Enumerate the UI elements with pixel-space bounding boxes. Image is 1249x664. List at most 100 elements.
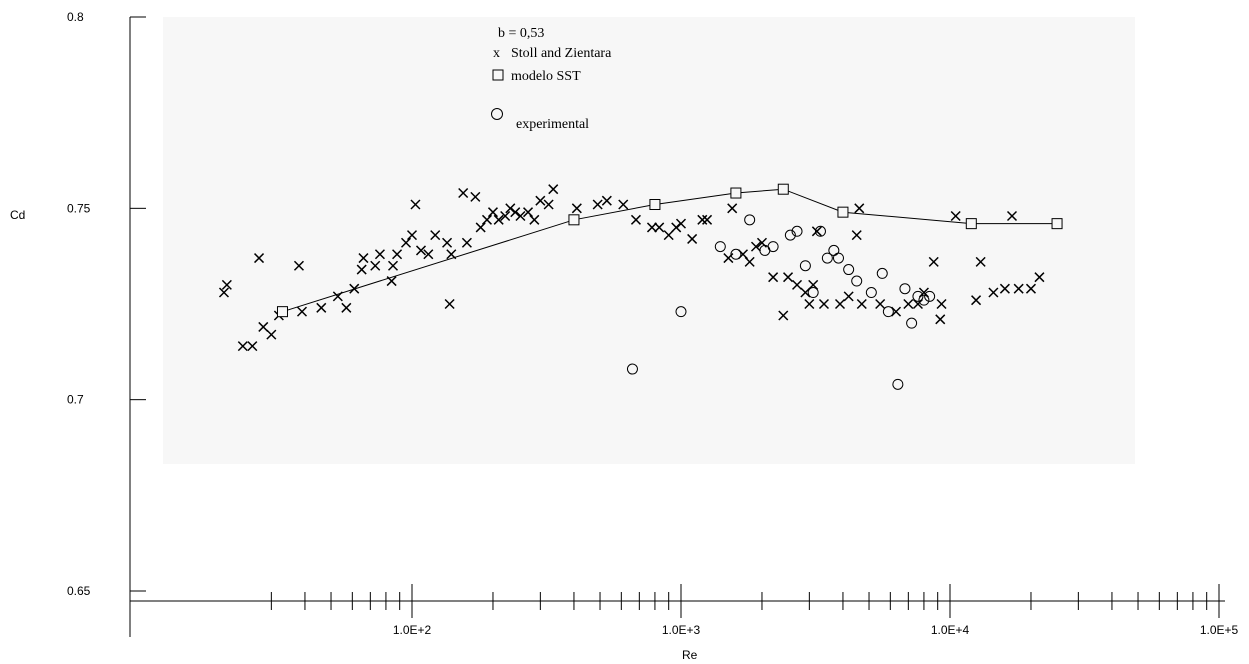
stoll-point-stroke [750, 241, 762, 252]
stoll-point [818, 298, 829, 310]
y-tick-label: 0.7 [67, 393, 84, 407]
stoll-point-stroke [487, 207, 499, 218]
experimental-point [865, 287, 877, 299]
stoll-point [618, 199, 629, 210]
stoll-point [386, 276, 397, 287]
stoll-point [332, 291, 343, 302]
stoll-point-stroke [783, 272, 794, 283]
stoll-point [470, 191, 481, 202]
stoll-point [928, 256, 939, 267]
stoll-point-stroke [400, 237, 412, 248]
y-tick-label: 0.75 [67, 201, 91, 215]
stoll-point-stroke [535, 195, 546, 206]
stoll-point-stroke [950, 210, 961, 222]
stoll-point-stroke [875, 298, 886, 310]
stoll-point [316, 302, 327, 313]
stoll-point-stroke [618, 199, 629, 210]
stoll-point-stroke [646, 222, 658, 233]
stoll-point [266, 329, 277, 340]
sst-point [730, 187, 742, 199]
stoll-point [400, 237, 412, 248]
stoll-point [675, 218, 687, 229]
stoll-point-stroke [515, 210, 526, 222]
stoll-point-stroke [928, 256, 939, 267]
y-tick-label: 0.65 [67, 584, 91, 598]
stoll-point [529, 214, 540, 225]
stoll-point [510, 207, 521, 218]
stoll-point-stroke [356, 264, 367, 275]
stoll-point [296, 306, 308, 317]
stoll-point [221, 279, 232, 290]
sst-point [965, 218, 977, 230]
stoll-point-stroke [316, 302, 327, 313]
stoll-point-stroke [851, 230, 862, 241]
stoll-point-stroke [854, 203, 865, 214]
x-tick-label: 1.0E+2 [393, 623, 432, 637]
stoll-point-stroke [481, 214, 493, 225]
stoll-point-stroke [918, 287, 929, 298]
stoll-point-stroke [804, 298, 815, 310]
experimental-point [918, 294, 930, 306]
stoll-point-stroke [800, 287, 811, 298]
stoll-point-stroke [370, 260, 381, 271]
experimental-point [791, 225, 803, 237]
stoll-point-stroke [548, 184, 559, 195]
stoll-point-stroke [792, 279, 803, 290]
x-tick-label: 1.0E+5 [1200, 623, 1239, 637]
legend-header: b = 0,53 [498, 26, 544, 41]
stoll-point-stroke [510, 207, 521, 218]
y-axis: 0.65 0.7 0.75 0.8 [67, 10, 146, 637]
legend-square-marker [492, 69, 504, 81]
stoll-point [430, 230, 441, 241]
stoll-point [500, 210, 511, 222]
plot-background [163, 17, 1135, 464]
experimental-point [843, 264, 855, 276]
stoll-point-stroke [218, 287, 230, 298]
stoll-point [854, 203, 865, 214]
stoll-point-stroke [386, 276, 397, 287]
legend-entry-experimental: experimental [491, 108, 589, 132]
stoll-point [1034, 272, 1045, 283]
stoll-point [218, 287, 230, 298]
stoll-point-stroke [768, 272, 779, 283]
stoll-point [571, 203, 582, 214]
stoll-point [808, 279, 819, 290]
stoll-point [811, 226, 822, 237]
stoll-point [410, 199, 421, 210]
stoll-point-stroke [341, 302, 352, 313]
experimental-point [675, 306, 687, 318]
experimental-point [784, 229, 796, 241]
stoll-point [392, 249, 403, 260]
stoll-point-stroke [500, 210, 511, 222]
sst-point [649, 199, 661, 211]
stoll-point-stroke [543, 199, 554, 210]
stoll-point-stroke [296, 306, 308, 317]
legend-entry-stoll: x Stoll and Zientara [493, 46, 612, 61]
stoll-point-stroke [237, 341, 248, 352]
x-axis: 1.0E+2 1.0E+3 1.0E+4 1.0E+5 [130, 584, 1239, 637]
stoll-point [446, 249, 457, 260]
stoll-point-stroke [630, 214, 641, 225]
stoll-point [988, 287, 999, 298]
stoll-point-stroke [349, 283, 360, 294]
stoll-point-stroke [727, 203, 738, 214]
stoll-point-stroke [523, 207, 534, 218]
y-axis-title: Cd [10, 208, 25, 222]
stoll-point-stroke [687, 233, 698, 244]
stoll-point [912, 298, 923, 310]
stoll-point-stroke [247, 341, 258, 352]
experimental-point [912, 290, 924, 302]
stoll-point [258, 321, 269, 332]
stoll-point [237, 341, 248, 352]
stoll-point-stroke [475, 222, 486, 233]
stoll-point [592, 199, 603, 210]
stoll-point [505, 203, 516, 214]
stoll-point [843, 291, 854, 302]
sst-point [568, 214, 580, 226]
stoll-point-stroke [442, 237, 453, 248]
experimental-point [767, 241, 779, 253]
experimental-point [882, 306, 894, 318]
stoll-point-stroke [818, 298, 829, 310]
stoll-point [444, 298, 455, 310]
stoll-point-stroke [293, 260, 304, 271]
